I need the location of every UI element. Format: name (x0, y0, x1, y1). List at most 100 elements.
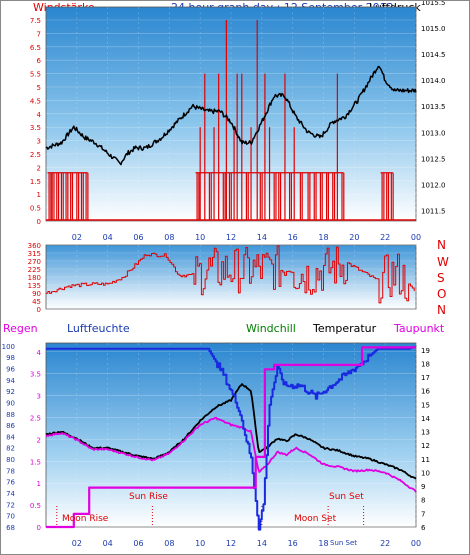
rain-label: Regen (3, 322, 38, 335)
pressure-series (45, 65, 417, 166)
temperature-tick-label: 19 (421, 347, 430, 355)
rain-series (46, 346, 416, 529)
wind-tick-label: 7.5 (30, 17, 41, 25)
wind-tick-label: 2.5 (30, 151, 41, 159)
pressure-tick-label: 1012.0 (421, 181, 446, 189)
temperature-tick-label: 11 (421, 456, 430, 464)
humidity-series (46, 346, 416, 531)
wind-tick-label: 1.5 (30, 178, 41, 186)
time-tick-label: 10 (195, 233, 205, 242)
humidity-tick-label: 78 (6, 467, 15, 475)
direction-tick-label: 180 (28, 274, 41, 282)
humidity-tick-label: 88 (6, 411, 15, 419)
temperature-tick-label: 8 (421, 497, 425, 505)
time-tick-label: 18 (318, 233, 328, 242)
climate-plot-area (45, 342, 417, 528)
wind-tick-label: 4.5 (30, 97, 41, 105)
climate-time-tick-label: 08 (164, 539, 174, 548)
humidity-tick-label: 94 (6, 377, 15, 385)
pressure-tick-label: 1014.0 (421, 77, 446, 85)
dir-letter-n-top: N (437, 238, 446, 252)
wind-tick-label: 5 (37, 84, 41, 92)
pressure-tick-label: 1013.5 (421, 103, 446, 111)
humidity-label: Luftfeuchte (67, 322, 130, 335)
climate-time-tick-label: 22 (380, 539, 390, 548)
temperature-tick-label: 7 (421, 510, 425, 518)
rain-tick-label: 2 (37, 436, 41, 444)
climate-time-tick-label: 18 (318, 539, 328, 548)
sun-set-axis-annotation: Sun Set (330, 539, 357, 547)
humidity-tick-label: 76 (6, 479, 15, 487)
temperature-tick-label: 14 (421, 415, 430, 423)
rain-tick-label: 1 (37, 480, 41, 488)
rain-tick-label: 4 (37, 349, 42, 357)
time-tick-label: 00 (411, 233, 421, 242)
humidity-tick-label: 96 (6, 365, 15, 373)
temperature-tick-label: 6 (421, 524, 426, 532)
humidity-tick-label: 84 (6, 433, 15, 441)
dewpoint-series (45, 416, 417, 493)
temperature-tick-label: 18 (421, 360, 430, 368)
climate-time-tick-label: 00 (411, 539, 421, 548)
moon-rise-annotation: Moon Rise (62, 514, 109, 524)
direction-tick-label: 45 (32, 298, 41, 306)
climate-time-tick-label: 10 (195, 539, 205, 548)
temperature-tick-label: 17 (421, 374, 430, 382)
wind-tick-label: 3.5 (30, 124, 41, 132)
wind-tick-label: 6 (37, 57, 42, 65)
temperature-tick-label: 16 (421, 388, 430, 396)
humidity-tick-label: 68 (6, 524, 15, 532)
pressure-tick-label: 1013.0 (421, 129, 446, 137)
sun-set-annotation: Sun Set (329, 492, 364, 502)
climate-time-tick-label: 12 (226, 539, 236, 548)
time-tick-label: 08 (164, 233, 174, 242)
temperature-series (45, 383, 417, 480)
rain-tick-label: 2.5 (30, 414, 41, 422)
time-tick-label: 06 (133, 233, 143, 242)
wind-tick-label: 6.5 (30, 44, 41, 52)
wind-tick-label: 2 (37, 164, 41, 172)
humidity-tick-label: 70 (6, 513, 15, 521)
pressure-tick-label: 1015.0 (421, 25, 446, 33)
rain-tick-label: 3.5 (30, 371, 41, 379)
humidity-tick-label: 90 (6, 399, 15, 407)
humidity-tick-label: 86 (6, 422, 15, 430)
rain-tick-label: 3 (37, 393, 41, 401)
time-tick-label: 20 (349, 233, 359, 242)
dir-letter-w: W (437, 255, 449, 269)
wind-tick-label: 0 (37, 218, 41, 226)
direction-tick-label: 135 (28, 282, 41, 290)
direction-tick-label: 0 (37, 306, 41, 314)
direction-tick-label: 270 (28, 258, 41, 266)
time-tick-label: 02 (72, 233, 82, 242)
time-tick-label: 04 (103, 233, 113, 242)
moon-set-annotation: Moon Set (294, 514, 337, 524)
wind-direction-series (45, 245, 415, 304)
direction-tick-label: 360 (28, 242, 41, 250)
humidity-tick-label: 100 (2, 343, 15, 351)
climate-time-tick-label: 04 (103, 539, 113, 548)
direction-tick-label: 90 (32, 290, 41, 298)
temperature-tick-label: 15 (421, 401, 430, 409)
temperature-tick-label: 13 (421, 429, 430, 437)
humidity-tick-label: 82 (6, 445, 15, 453)
wind-tick-label: 3 (37, 138, 41, 146)
rain-tick-label: 1.5 (30, 458, 41, 466)
wind-tick-label: 1 (37, 191, 41, 199)
temperature-tick-label: 9 (421, 483, 425, 491)
rain-tick-label: 0.5 (30, 502, 41, 510)
temperature-tick-label: 10 (421, 469, 430, 477)
wind-tick-label: 7 (37, 30, 41, 38)
dewpoint-label: Taupunkt (393, 322, 445, 335)
humidity-tick-label: 74 (6, 490, 15, 498)
humidity-tick-label: 92 (6, 388, 15, 396)
pressure-tick-label: 1015.5 (421, 1, 446, 7)
humidity-tick-label: 98 (6, 354, 15, 362)
time-tick-label: 16 (288, 233, 298, 242)
sun-rise-annotation: Sun Rise (129, 492, 168, 502)
humidity-tick-label: 80 (6, 456, 15, 464)
wind-tick-label: 0.5 (30, 205, 41, 213)
dir-letter-n-bottom: N (437, 303, 446, 317)
